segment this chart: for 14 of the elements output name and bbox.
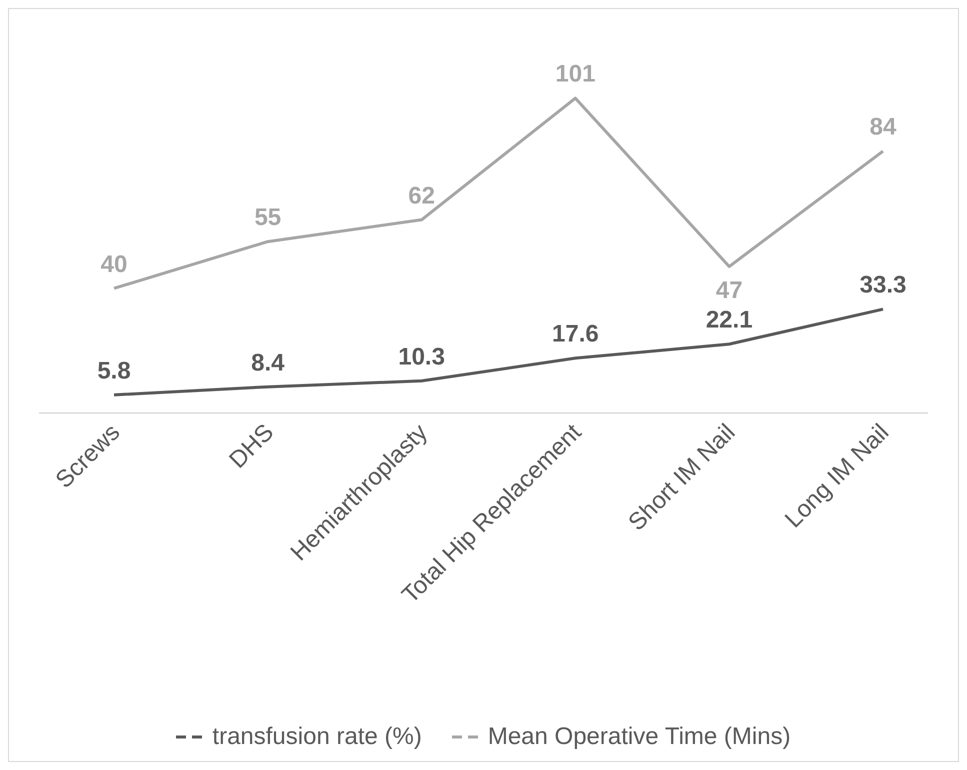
legend-label: transfusion rate (%) [212,723,422,751]
data-label: 55 [254,204,282,232]
data-label: 101 [555,60,596,88]
data-label: 40 [100,250,128,278]
data-label: 10.3 [398,343,445,370]
data-label: 8.4 [251,349,286,376]
data-label: 84 [870,114,897,141]
data-label: 62 [408,182,435,210]
data-label: 5.8 [97,357,131,384]
data-label: 17.6 [552,320,599,348]
data-label: 22.1 [706,306,753,334]
data-label: 33.3 [860,272,906,299]
legend-label: Mean Operative Time (Mins) [488,723,791,751]
data-label: 47 [716,277,743,304]
